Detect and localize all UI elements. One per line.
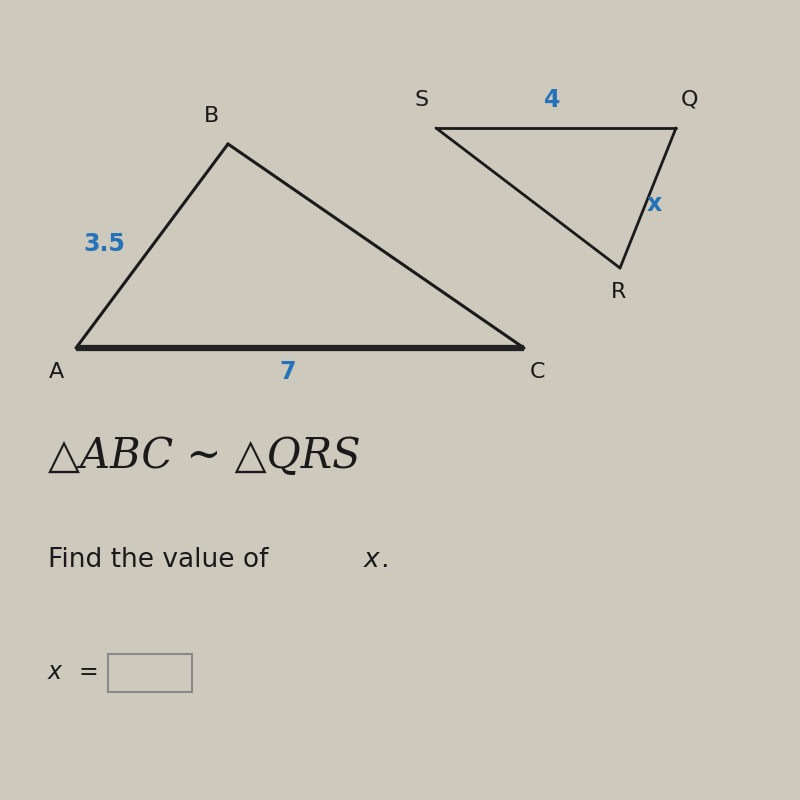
- Text: △ABC ~ △QRS: △ABC ~ △QRS: [48, 435, 361, 477]
- Text: 7: 7: [280, 360, 296, 384]
- Text: S: S: [414, 90, 429, 110]
- Text: R: R: [610, 282, 626, 302]
- Text: x: x: [364, 547, 380, 573]
- Text: =: =: [78, 660, 98, 684]
- FancyBboxPatch shape: [108, 654, 192, 692]
- Text: x: x: [48, 660, 62, 684]
- Text: Q: Q: [681, 90, 698, 110]
- Text: B: B: [204, 106, 220, 126]
- Text: 4: 4: [544, 88, 560, 112]
- Text: x: x: [646, 192, 662, 216]
- Text: 3.5: 3.5: [83, 232, 125, 256]
- Text: .: .: [380, 547, 389, 573]
- Text: A: A: [48, 362, 64, 382]
- Text: C: C: [530, 362, 546, 382]
- Text: Find the value of: Find the value of: [48, 547, 269, 573]
